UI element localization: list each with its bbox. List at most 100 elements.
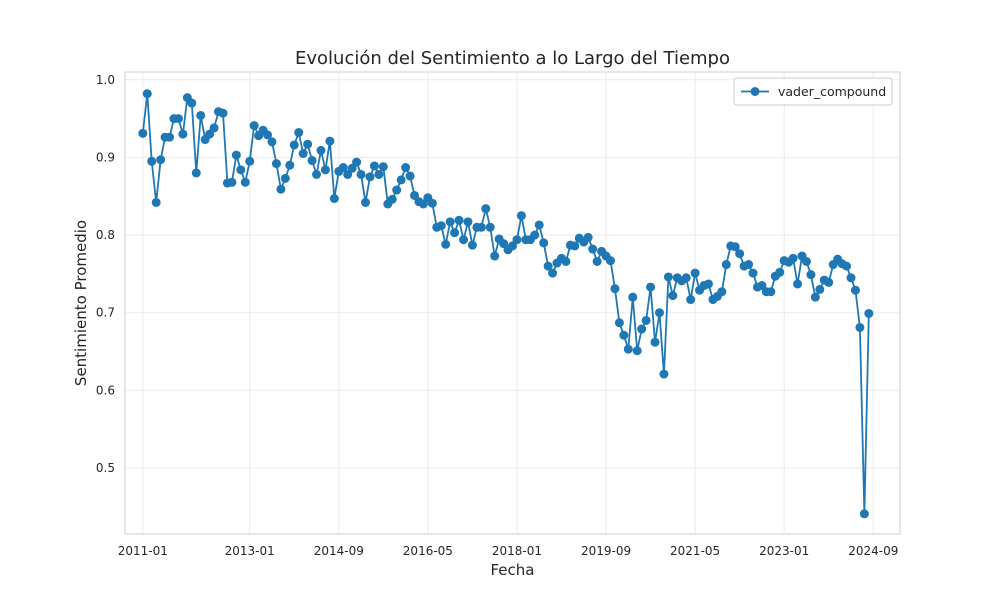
data-point bbox=[454, 215, 464, 225]
data-point bbox=[842, 261, 852, 271]
x-tick-label: 2021-05 bbox=[670, 544, 720, 558]
data-point bbox=[205, 129, 215, 139]
y-axis-label: Sentimiento Promedio bbox=[72, 220, 90, 386]
data-point bbox=[307, 156, 317, 166]
data-point bbox=[187, 98, 197, 108]
data-point bbox=[810, 292, 820, 302]
data-point bbox=[668, 291, 678, 301]
data-point bbox=[539, 238, 549, 248]
data-point bbox=[788, 253, 798, 263]
data-point bbox=[352, 157, 362, 167]
data-point bbox=[801, 256, 811, 266]
data-point bbox=[218, 108, 228, 118]
data-point bbox=[499, 239, 509, 249]
data-point bbox=[378, 162, 388, 172]
x-tick-label: 2018-01 bbox=[492, 544, 542, 558]
data-point bbox=[512, 235, 522, 245]
data-point bbox=[588, 244, 598, 254]
data-point bbox=[347, 163, 357, 173]
data-point bbox=[775, 267, 785, 277]
data-point bbox=[427, 198, 437, 208]
data-point bbox=[320, 165, 330, 175]
data-point bbox=[476, 222, 486, 232]
data-point bbox=[156, 155, 166, 165]
data-point bbox=[690, 268, 700, 278]
data-point bbox=[138, 128, 148, 138]
x-tick-label: 2014-09 bbox=[314, 544, 364, 558]
data-point bbox=[703, 279, 713, 289]
data-point bbox=[418, 199, 428, 209]
data-point bbox=[681, 273, 691, 283]
data-point bbox=[583, 232, 593, 242]
data-point bbox=[289, 140, 299, 150]
y-tick-label: 0.6 bbox=[96, 383, 115, 397]
data-point bbox=[490, 251, 500, 261]
data-point bbox=[534, 220, 544, 230]
data-point bbox=[369, 161, 379, 171]
data-point bbox=[508, 241, 517, 251]
data-point bbox=[592, 256, 602, 266]
y-tick-label: 1.0 bbox=[96, 73, 115, 87]
data-point bbox=[516, 211, 526, 221]
data-point bbox=[632, 346, 642, 356]
data-point bbox=[173, 114, 183, 124]
data-point bbox=[824, 277, 834, 287]
data-point bbox=[748, 268, 758, 278]
data-point bbox=[178, 129, 188, 139]
data-point bbox=[686, 295, 696, 305]
x-tick-label: 2011-01 bbox=[118, 544, 168, 558]
data-point bbox=[850, 285, 860, 295]
data-point bbox=[663, 272, 673, 282]
x-tick-label: 2023-01 bbox=[759, 544, 809, 558]
data-point bbox=[401, 163, 411, 173]
data-point bbox=[450, 228, 460, 238]
data-point bbox=[151, 197, 161, 207]
data-point bbox=[285, 160, 295, 170]
data-point bbox=[730, 242, 740, 252]
data-point bbox=[485, 222, 495, 232]
data-point bbox=[793, 279, 803, 289]
legend-marker bbox=[750, 87, 760, 96]
x-tick-label: 2019-09 bbox=[581, 544, 631, 558]
data-point bbox=[405, 171, 415, 181]
data-point bbox=[365, 172, 375, 182]
y-tick-label: 0.8 bbox=[96, 228, 115, 242]
data-point bbox=[766, 287, 776, 297]
x-tick-label: 2013-01 bbox=[225, 544, 275, 558]
data-point bbox=[757, 281, 767, 291]
data-point bbox=[209, 123, 219, 133]
data-point bbox=[570, 241, 580, 251]
data-point bbox=[303, 139, 313, 149]
data-point bbox=[721, 260, 731, 270]
data-point bbox=[463, 217, 473, 227]
data-point bbox=[276, 184, 286, 194]
data-point bbox=[561, 256, 571, 266]
data-point bbox=[548, 268, 558, 278]
data-point bbox=[530, 230, 540, 240]
legend: vader_compound bbox=[733, 77, 893, 106]
data-point bbox=[329, 194, 339, 204]
data-point bbox=[392, 185, 402, 195]
data-point bbox=[481, 204, 491, 214]
data-point bbox=[659, 369, 669, 379]
y-tick-label: 0.7 bbox=[96, 306, 115, 320]
data-point bbox=[717, 287, 727, 297]
data-point bbox=[294, 128, 304, 138]
data-point bbox=[191, 168, 201, 178]
data-point bbox=[436, 221, 446, 231]
data-point bbox=[654, 308, 664, 318]
data-point bbox=[240, 177, 250, 187]
x-tick-label: 2024-09 bbox=[848, 544, 898, 558]
tick-labels: 2011-01 2013-01 2014-09 2016-05 2018-01 2019-… bbox=[96, 73, 898, 558]
data-point bbox=[864, 308, 874, 318]
legend-box bbox=[733, 77, 893, 106]
data-point bbox=[298, 149, 308, 159]
data-point bbox=[641, 315, 651, 325]
data-point bbox=[271, 159, 281, 169]
data-point bbox=[543, 261, 553, 271]
data-point bbox=[325, 136, 335, 146]
data-point bbox=[396, 175, 406, 185]
data-point bbox=[614, 318, 624, 328]
